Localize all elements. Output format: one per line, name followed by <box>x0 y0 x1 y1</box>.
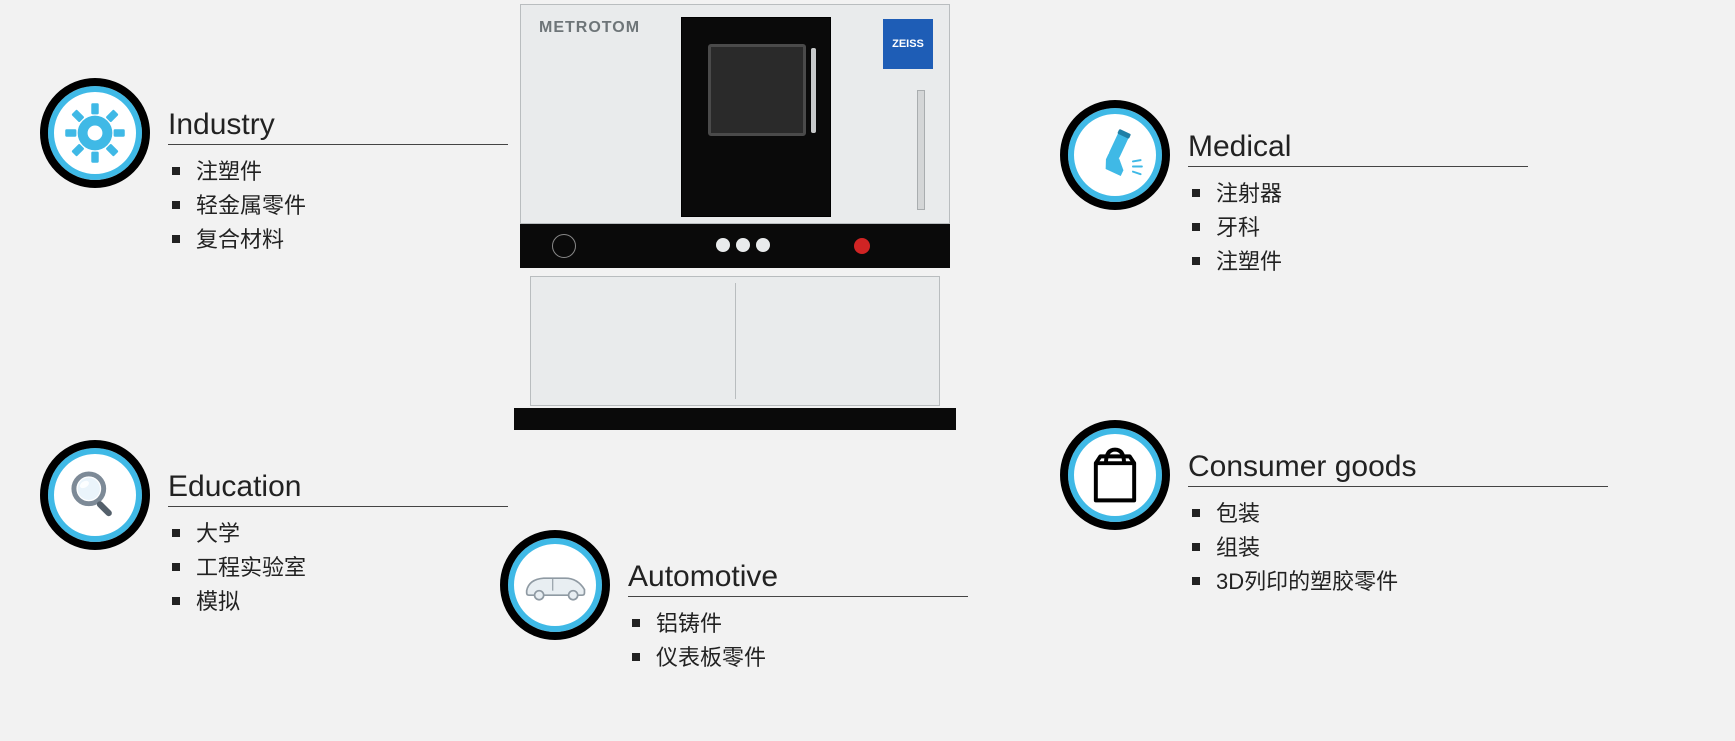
list-item: 组装 <box>1188 531 1608 565</box>
machine-brand-text: ZEISS <box>892 38 924 50</box>
magnifier-icon <box>40 440 150 550</box>
category-items: 注射器 牙科 注塑件 <box>1188 177 1528 279</box>
list-item: 包装 <box>1188 497 1608 531</box>
machine-handle <box>811 48 816 133</box>
list-item: 牙科 <box>1188 211 1528 245</box>
category-industry: Industry 注塑件 轻金属零件 复合材料 <box>40 78 508 257</box>
category-items: 包装 组装 3D列印的塑胶零件 <box>1188 497 1608 599</box>
category-consumer: Consumer goods 包装 组装 3D列印的塑胶零件 <box>1060 420 1608 599</box>
list-item: 轻金属零件 <box>168 189 508 223</box>
machine-badge-icon <box>552 234 576 258</box>
category-items: 大学 工程实验室 模拟 <box>168 517 508 619</box>
machine-cabinet <box>530 276 940 406</box>
category-items: 铝铸件 仪表板零件 <box>628 607 968 675</box>
category-title: Consumer goods <box>1188 450 1608 487</box>
category-education: Education 大学 工程实验室 模拟 <box>40 440 508 619</box>
machine-upper-body: METROTOM ZEISS <box>520 4 950 224</box>
list-item: 3D列印的塑胶零件 <box>1188 565 1608 599</box>
car-icon <box>500 530 610 640</box>
machine-indicator-lights <box>716 238 770 252</box>
machine-brand-logo: ZEISS <box>883 19 933 69</box>
category-title: Medical <box>1188 130 1528 167</box>
bag-icon <box>1060 420 1170 530</box>
list-item: 大学 <box>168 517 508 551</box>
category-automotive: Automotive 铝铸件 仪表板零件 <box>500 530 968 675</box>
list-item: 模拟 <box>168 585 508 619</box>
list-item: 注射器 <box>1188 177 1528 211</box>
list-item: 复合材料 <box>168 223 508 257</box>
category-items: 注塑件 轻金属零件 复合材料 <box>168 155 508 257</box>
machine-base <box>514 408 956 430</box>
machine-door <box>681 17 831 217</box>
machine-window <box>708 44 806 136</box>
category-title: Education <box>168 470 508 507</box>
machine-illustration: METROTOM ZEISS <box>520 0 950 435</box>
list-item: 工程实验室 <box>168 551 508 585</box>
machine-side-slot <box>917 90 925 210</box>
category-medical: Medical 注射器 牙科 注塑件 <box>1060 100 1528 279</box>
inhaler-icon <box>1060 100 1170 210</box>
list-item: 注塑件 <box>168 155 508 189</box>
list-item: 铝铸件 <box>628 607 968 641</box>
machine-stop-button <box>854 238 870 254</box>
machine-control-strip <box>520 224 950 268</box>
list-item: 注塑件 <box>1188 245 1528 279</box>
list-item: 仪表板零件 <box>628 641 968 675</box>
machine-model-label: METROTOM <box>539 19 640 37</box>
gear-icon <box>40 78 150 188</box>
category-title: Automotive <box>628 560 968 597</box>
category-title: Industry <box>168 108 508 145</box>
